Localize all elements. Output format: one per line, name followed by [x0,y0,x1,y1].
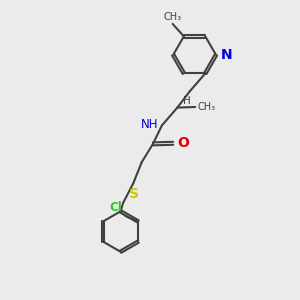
Text: NH: NH [141,118,158,131]
Text: N: N [220,48,232,62]
Text: Cl: Cl [110,201,123,214]
Text: S: S [129,187,139,201]
Text: CH₃: CH₃ [197,102,215,112]
Text: O: O [177,136,189,150]
Text: CH₃: CH₃ [164,12,182,22]
Text: H: H [183,96,190,106]
